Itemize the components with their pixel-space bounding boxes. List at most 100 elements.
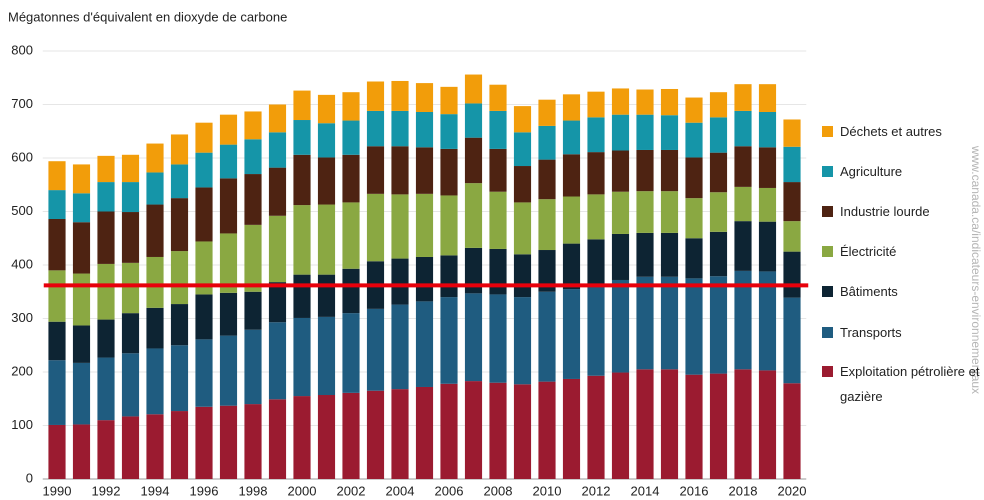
bar-segment: [538, 199, 556, 251]
x-tick-label: 2018: [729, 483, 758, 498]
bar-segment: [562, 154, 581, 197]
bar-segment: [366, 193, 385, 262]
bar-segment: [660, 276, 679, 370]
bar-segment: [464, 293, 483, 382]
bar-segment: [758, 147, 777, 188]
bar-segment: [97, 263, 115, 320]
bar-segment: [268, 132, 287, 168]
bar-segment: [244, 291, 262, 330]
x-tick-label: 1998: [239, 483, 268, 498]
bar-segment: [685, 97, 703, 123]
bar-segment: [366, 110, 385, 147]
bar-segment: [636, 89, 654, 115]
bar-segment: [170, 134, 189, 165]
bar-segment: [317, 274, 336, 317]
bar-segment: [489, 294, 507, 383]
legend-item: Bâtiments: [822, 279, 980, 304]
bar-segment: [342, 92, 360, 121]
bar-segment: [489, 248, 507, 295]
bar-segment: [489, 84, 507, 111]
bar-segment: [783, 119, 801, 147]
bar-segment: [636, 276, 654, 370]
bar-segment: [195, 122, 213, 153]
bar-segment: [342, 268, 360, 314]
bar-segment: [734, 84, 752, 111]
bar-segment: [758, 271, 777, 371]
legend-swatch: [822, 205, 833, 217]
x-tick-label: 2020: [778, 483, 807, 498]
legend-swatch: [822, 365, 833, 377]
bar-segment: [342, 202, 360, 269]
bar-segment: [97, 155, 115, 183]
bar-segment: [783, 297, 801, 384]
bar-segment: [709, 231, 728, 277]
bar-segment: [489, 191, 507, 249]
bar-segment: [783, 182, 801, 222]
bar-segment: [611, 114, 630, 151]
legend-label: Bâtiments: [840, 283, 898, 299]
bar-segment: [562, 196, 581, 244]
bar-segment: [97, 357, 115, 421]
bar-segment: [170, 345, 189, 412]
bar-segment: [268, 215, 287, 283]
bar-segment: [758, 111, 777, 148]
bar-segment: [660, 115, 679, 150]
bar-segment: [48, 190, 66, 219]
bar-segment: [72, 325, 91, 363]
bar-segment: [293, 317, 311, 397]
bar-segment: [195, 294, 213, 340]
bar-segment: [513, 202, 532, 255]
bar-segment: [513, 166, 532, 203]
bar-segment: [734, 146, 752, 187]
bar-segment: [464, 247, 483, 294]
bar-segment: [440, 86, 458, 115]
bar-segment: [415, 193, 434, 257]
bar-segment: [317, 395, 336, 479]
bar-segment: [562, 289, 581, 379]
bar-segment: [489, 110, 507, 149]
bar-segment: [146, 172, 164, 205]
bar-segment: [342, 313, 360, 393]
legend-label: Déchets et autres: [840, 123, 942, 139]
bar-segment: [342, 120, 360, 155]
bar-segment: [146, 307, 164, 349]
bar-segment: [758, 187, 777, 222]
chart-title: Mégatonnes d'équivalent en dioxyde de ca…: [8, 9, 287, 24]
y-tick-label: 600: [11, 149, 33, 164]
bar-segment: [685, 278, 703, 375]
legend-label: Transports: [840, 324, 902, 340]
bar-segment: [219, 144, 238, 179]
bar-segment: [562, 378, 581, 479]
bar-segment: [366, 308, 385, 391]
bar-segment: [709, 276, 728, 374]
bar-segment: [268, 104, 287, 133]
bar-segment: [734, 369, 752, 479]
x-tick-label: 1992: [92, 483, 121, 498]
bar-segment: [464, 103, 483, 138]
bar-segment: [440, 297, 458, 384]
bar-segment: [440, 195, 458, 256]
bar-segment: [636, 149, 654, 192]
bar-segment: [783, 221, 801, 252]
bar-segment: [195, 241, 213, 295]
bar-segment: [268, 167, 287, 216]
bar-segment: [587, 152, 605, 195]
legend-label: Industrie lourde: [840, 203, 930, 219]
bar-segment: [587, 194, 605, 240]
bar-segment: [611, 279, 630, 373]
bar-segment: [391, 258, 409, 305]
bar-segment: [660, 232, 679, 277]
bar-segment: [538, 381, 556, 479]
bar-segment: [268, 399, 287, 479]
bar-segment: [611, 88, 630, 115]
bar-segment: [219, 335, 238, 406]
bar-segment: [660, 149, 679, 192]
bar-segment: [415, 386, 434, 479]
bar-segment: [464, 137, 483, 184]
x-tick-label: 2000: [288, 483, 317, 498]
bar-segment: [734, 221, 752, 271]
bar-segment: [685, 238, 703, 279]
y-tick-label: 400: [11, 256, 33, 271]
bar-segment: [219, 405, 238, 479]
bar-segment: [268, 282, 287, 323]
